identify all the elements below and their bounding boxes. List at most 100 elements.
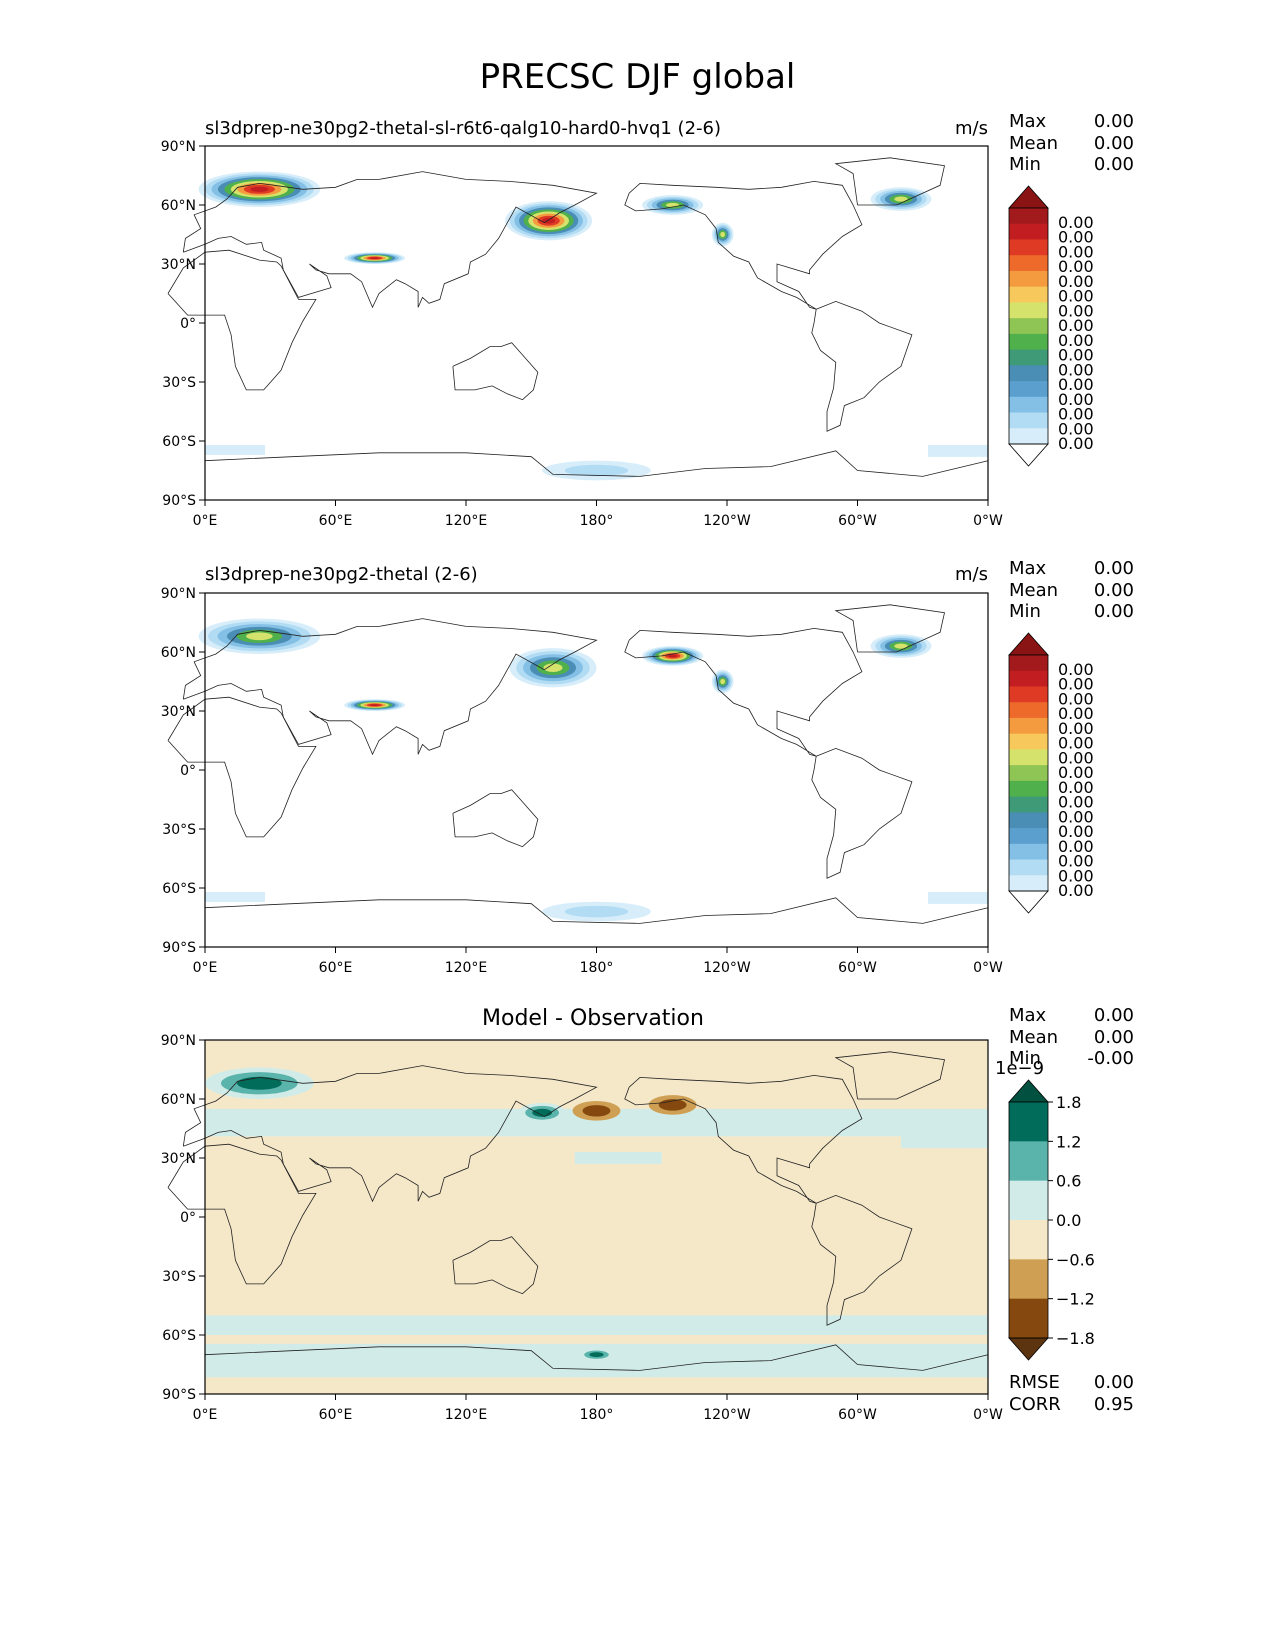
- colorbar-bin: [1009, 1259, 1048, 1300]
- colorbar-tick-label: 0.00: [1058, 778, 1094, 797]
- colorbar-bin: [1009, 1141, 1048, 1182]
- precip-contour: [246, 632, 273, 641]
- colorbar-tick-label: 0.00: [1058, 257, 1094, 276]
- map-frame: [204, 592, 989, 948]
- diff-contour: [236, 1076, 282, 1090]
- colorbar-bin: [1009, 223, 1048, 240]
- colorbar-tick-label: 0.00: [1058, 228, 1094, 247]
- colorbar-bin: [1009, 302, 1048, 319]
- colorbar-tick-label: 0.00: [1058, 242, 1094, 261]
- colorbar-tick-label: 0.00: [1058, 375, 1094, 394]
- colorbar-tick-label: 0.00: [1058, 837, 1094, 856]
- diff-background: [205, 1040, 988, 1394]
- coastline: [167, 249, 317, 391]
- lon-tick-label: 120°W: [703, 960, 751, 976]
- coastline: [834, 604, 945, 653]
- lon-tick-label: 120°E: [445, 1407, 488, 1423]
- colorbar-tick-label: 0.00: [1058, 881, 1094, 900]
- stat-value: 0.00: [1093, 154, 1134, 175]
- colorbar-tick-label: 0.00: [1058, 675, 1094, 694]
- colorbar-bin: [1009, 318, 1048, 335]
- precip-contour: [205, 444, 265, 455]
- colorbar-tick-label: 1.8: [1056, 1093, 1081, 1112]
- lat-tick-label: 30°N: [161, 257, 196, 273]
- stat-value: 0.00: [1093, 1026, 1134, 1048]
- diff-contour: [582, 1105, 611, 1117]
- colorbar-bin: [1009, 349, 1048, 366]
- lat-tick-label: 90°S: [162, 493, 196, 509]
- lat-tick-label: 60°N: [161, 1092, 196, 1108]
- diff-contour: [205, 1315, 988, 1335]
- lon-tick-label: 120°E: [445, 960, 488, 976]
- stat-label: RMSE: [1009, 1372, 1060, 1393]
- stat-value: -0.00: [1087, 1048, 1134, 1069]
- precip-contour: [370, 704, 380, 706]
- colorbar-tick-label: 0.00: [1058, 719, 1094, 738]
- colorbar-tick-label: 0.00: [1058, 346, 1094, 365]
- colorbar-extend-bottom: [1008, 890, 1049, 914]
- stat-value: 0.00: [1093, 132, 1134, 154]
- colorbar-bin: [1009, 365, 1048, 382]
- lon-tick-label: 0°W: [973, 1407, 1003, 1423]
- stat-row: Mean 0.00: [1009, 133, 1134, 155]
- panel-1-units: m/s: [955, 118, 988, 139]
- colorbar-extend-bottom: [1008, 1337, 1049, 1361]
- stat-label: Max: [1009, 1005, 1047, 1026]
- colorbar-bin: [1009, 655, 1048, 672]
- colorbar-tick-label: 1.2: [1056, 1132, 1081, 1151]
- precip-contour: [564, 464, 629, 477]
- colorbar-tick-label: 0.00: [1058, 360, 1094, 379]
- stat-row: CORR 0.95: [1009, 1394, 1134, 1416]
- lat-tick-label: 0°: [180, 1210, 196, 1226]
- map-frame: [204, 145, 989, 501]
- stat-row: Mean 0.00: [1009, 580, 1134, 602]
- colorbar-bin: [1009, 381, 1048, 398]
- lon-tick-label: 60°E: [319, 1407, 353, 1423]
- coastline: [452, 342, 539, 401]
- panel-3-title: Model - Observation: [482, 1006, 704, 1031]
- colorbar-bin: [1009, 780, 1048, 798]
- stat-value: 0.00: [1093, 1005, 1134, 1026]
- stat-row: RMSE 0.00: [1009, 1372, 1134, 1394]
- stat-value: 0.00: [1093, 601, 1134, 622]
- lat-tick-label: 90°N: [161, 586, 196, 602]
- lat-tick-label: 30°N: [161, 1151, 196, 1167]
- panel-3-stats: Max 0.00 Mean 0.00 Min -0.00: [1009, 1005, 1134, 1070]
- lon-tick-label: 0°E: [193, 513, 218, 529]
- lat-tick-label: 60°N: [161, 645, 196, 661]
- colorbar-tick-label: 0.00: [1058, 822, 1094, 841]
- lon-tick-label: 180°: [580, 513, 614, 529]
- colorbar-bin: [1009, 749, 1048, 766]
- colorbar-tick-label: 0.00: [1058, 331, 1094, 350]
- colorbar-bin: [1009, 1180, 1048, 1221]
- colorbar-tick-label: 0.00: [1058, 748, 1094, 767]
- lat-tick-label: 30°S: [162, 375, 196, 391]
- colorbar-bin: [1009, 686, 1048, 703]
- lon-tick-label: 60°W: [838, 513, 877, 529]
- precip-contour: [720, 678, 726, 685]
- stat-label: Min: [1009, 1048, 1041, 1069]
- lon-tick-label: 60°E: [319, 513, 353, 529]
- colorbar-bin: [1009, 765, 1048, 782]
- lon-tick-label: 60°E: [319, 960, 353, 976]
- colorbar-tick-label: −1.2: [1056, 1290, 1095, 1309]
- colorbar-bin: [1009, 796, 1048, 813]
- lat-tick-label: 30°S: [162, 822, 196, 838]
- panel-1-stats: Max 0.00 Mean 0.00 Min 0.00: [1009, 111, 1134, 176]
- precip-contour: [894, 196, 908, 202]
- coastline: [182, 171, 598, 309]
- lon-tick-label: 120°W: [703, 513, 751, 529]
- coastline: [167, 1143, 317, 1285]
- colorbar-bin: [1009, 812, 1048, 829]
- lat-tick-label: 60°S: [162, 881, 196, 897]
- lon-tick-label: 0°W: [973, 960, 1003, 976]
- colorbar-bin: [1009, 239, 1048, 256]
- colorbar-bin: [1009, 396, 1048, 414]
- stat-label: Mean: [1009, 132, 1059, 154]
- colorbar-tick-label: 0.00: [1058, 301, 1094, 320]
- lat-tick-label: 30°S: [162, 1269, 196, 1285]
- lon-tick-label: 120°W: [703, 1407, 751, 1423]
- panel-3-bottom-stats: RMSE 0.00 CORR 0.95: [1009, 1372, 1134, 1415]
- colorbar-bin: [1009, 255, 1048, 272]
- colorbar-tick-label: 0.00: [1058, 807, 1094, 826]
